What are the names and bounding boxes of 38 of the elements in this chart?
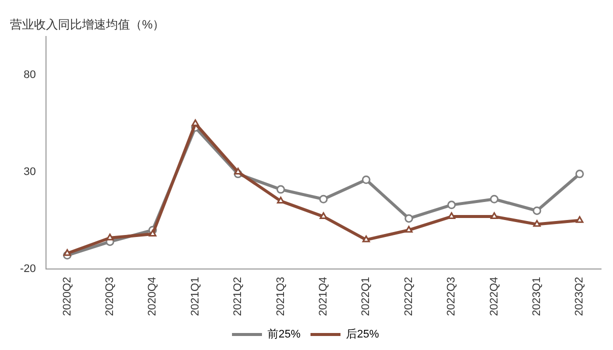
x-tick-label: 2022Q4 (488, 276, 500, 316)
y-tick-label: 30 (24, 166, 36, 178)
point (63, 249, 72, 256)
point (362, 236, 370, 242)
point (405, 226, 413, 233)
x-tick-label: 2020Q4 (146, 276, 159, 316)
x-tick-label: 2021Q3 (274, 276, 287, 316)
x-tick-label: 2022Q1 (360, 276, 372, 316)
point (532, 206, 542, 215)
point (575, 170, 584, 178)
x-tick-label: 2022Q3 (446, 276, 458, 316)
point (362, 176, 370, 184)
point (276, 185, 285, 194)
point (533, 220, 541, 227)
point (447, 200, 456, 210)
point (404, 214, 414, 223)
legend-label: 前25% (267, 328, 301, 341)
point (490, 194, 498, 204)
legend-label: 后25% (346, 328, 380, 341)
point (320, 212, 328, 220)
point (106, 234, 114, 240)
point (234, 168, 242, 174)
x-tick-label: 2022Q2 (402, 276, 415, 316)
x-tick-label: 2021Q4 (317, 276, 330, 316)
y-tick-label: -20 (20, 262, 36, 275)
point (576, 216, 584, 223)
point (490, 212, 498, 220)
point (319, 194, 328, 204)
point (192, 119, 200, 126)
chart-title: 营业收入同比增速均值（%） (10, 18, 165, 32)
point (148, 230, 156, 236)
x-tick-label: 2020Q3 (104, 276, 116, 316)
x-tick-label: 2023Q1 (530, 276, 543, 316)
x-tick-label: 2021Q2 (232, 276, 244, 316)
x-tick-label: 2021Q1 (189, 276, 202, 316)
x-tick-label: 2023Q2 (574, 276, 586, 316)
y-tick-label: 80 (24, 69, 36, 82)
x-tick-label: 2020Q2 (61, 276, 74, 316)
